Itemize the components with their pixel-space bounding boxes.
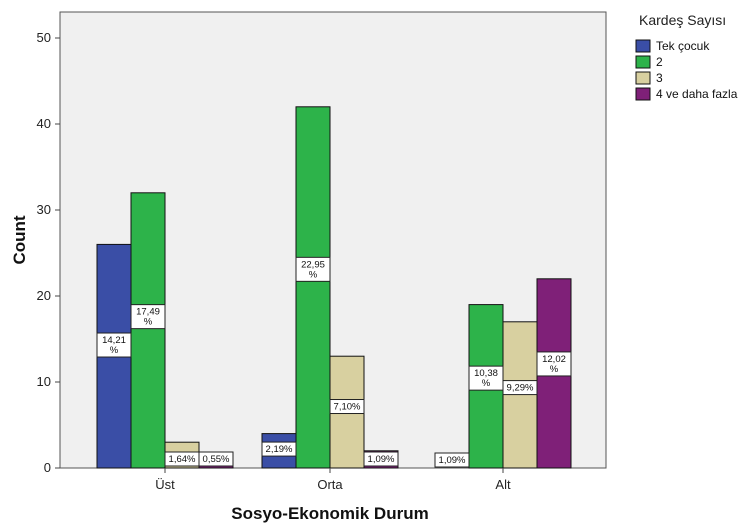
bar <box>295 106 331 469</box>
data-label-box <box>295 256 331 282</box>
legend-label: Tek çocuk <box>656 39 710 53</box>
y-tick-label: 50 <box>37 30 51 45</box>
y-tick-label: 10 <box>37 374 51 389</box>
data-label-box <box>130 304 166 330</box>
data-label: 1,64% <box>169 454 196 465</box>
y-tick-label: 0 <box>44 460 51 475</box>
legend-label: 4 ve daha fazla <box>656 87 738 101</box>
x-tick-label: Üst <box>155 477 175 492</box>
data-label: % <box>550 364 559 375</box>
data-labels-group: 14,21%17,49%1,64% 0,55%2,19%22,95%7,10%1,… <box>96 256 572 468</box>
data-label: 0,55% <box>203 454 230 465</box>
data-label: % <box>144 317 153 328</box>
data-label: 9,29% <box>507 383 534 394</box>
y-axis-title: Count <box>10 215 29 264</box>
data-label-box <box>329 399 365 415</box>
data-label-box <box>363 451 399 467</box>
y-tick-label: 30 <box>37 202 51 217</box>
data-label: % <box>309 269 318 280</box>
legend-label: 2 <box>656 55 663 69</box>
data-label-box <box>502 380 538 396</box>
legend-title: Kardeş Sayısı <box>639 12 726 28</box>
y-tick-label: 40 <box>37 116 51 131</box>
data-label: % <box>482 378 491 389</box>
legend-swatch <box>635 71 651 85</box>
x-axis-title: Sosyo-Ekonomik Durum <box>231 504 428 523</box>
data-label: 17,49 <box>136 307 160 318</box>
data-label: % <box>110 345 119 356</box>
legend-label: 3 <box>656 71 663 85</box>
data-label: 7,10% <box>334 402 361 413</box>
data-label: 1,09% <box>368 454 395 465</box>
bar <box>130 192 166 469</box>
x-tick-label: Orta <box>317 477 343 492</box>
data-label: 22,95 <box>301 259 325 270</box>
x-tick-label: Alt <box>495 477 511 492</box>
data-label-box <box>434 452 470 468</box>
data-label: 14,21 <box>102 335 126 346</box>
data-label-box <box>536 351 572 377</box>
data-label: 12,02 <box>542 354 566 365</box>
data-label: 10,38 <box>474 368 498 379</box>
data-label-box <box>198 451 234 467</box>
data-label: 1,09% <box>439 455 466 466</box>
x-axis: Üst Orta Alt <box>155 468 511 492</box>
data-label-box <box>468 365 504 391</box>
y-axis: 0 10 20 30 40 50 <box>37 30 60 475</box>
data-label-box <box>261 441 297 457</box>
legend: Kardeş Sayısı Tek çocuk 2 3 4 ve daha fazla <box>635 12 738 101</box>
y-tick-label: 20 <box>37 288 51 303</box>
data-label: 2,19% <box>266 444 293 455</box>
legend-swatch <box>635 87 651 101</box>
legend-swatch <box>635 55 651 69</box>
legend-swatch <box>635 39 651 53</box>
data-label-box <box>96 332 132 358</box>
